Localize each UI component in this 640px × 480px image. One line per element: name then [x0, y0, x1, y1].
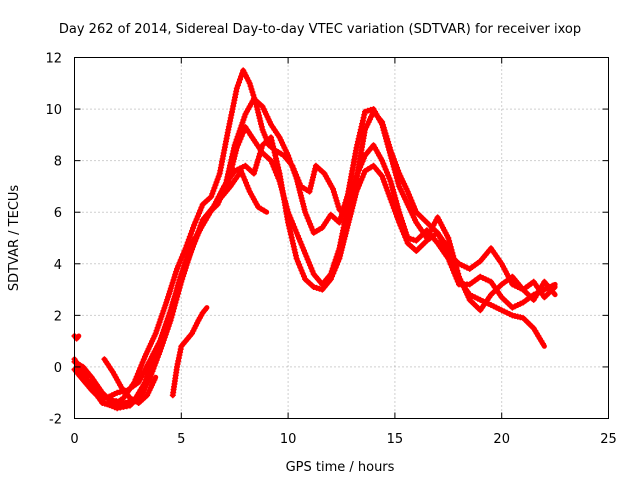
y-tick-labels: -2 0 2 4 6 8 10 12 [45, 52, 62, 428]
series-markers [169, 307, 208, 399]
y-tick-label: 2 [54, 309, 62, 324]
axis-ticks [74, 57, 609, 419]
x-tick-label: 10 [280, 432, 297, 447]
x-tick-label: 15 [387, 432, 404, 447]
x-tick-labels: 0 5 10 15 20 25 [70, 432, 616, 447]
series-track-8 [71, 333, 82, 342]
chart-title: Day 262 of 2014, Sidereal Day-to-day VTE… [59, 22, 581, 37]
series-group [71, 67, 558, 412]
series-track-5 [71, 168, 270, 409]
series-track-6 [169, 305, 210, 399]
x-tick-label: 5 [177, 432, 185, 447]
y-tick-label: 4 [54, 258, 62, 273]
y-axis-label: SDTVAR / TECUs [7, 185, 22, 292]
series-markers [71, 67, 556, 409]
series-line [74, 96, 558, 406]
y-tick-label: -2 [49, 413, 62, 428]
series-line [170, 305, 210, 398]
x-tick-label: 25 [600, 432, 617, 447]
y-tick-label: 10 [45, 103, 62, 118]
y-tick-label: 8 [54, 155, 62, 170]
x-tick-label: 20 [493, 432, 510, 447]
y-tick-label: 0 [54, 361, 62, 376]
y-tick-label: 6 [54, 206, 62, 221]
series-track-7 [101, 356, 159, 406]
y-tick-label: 12 [45, 52, 62, 67]
plot-frame [74, 57, 609, 419]
x-axis-label: GPS time / hours [286, 460, 395, 475]
series-markers [101, 356, 158, 406]
series-track-1 [71, 67, 558, 409]
x-tick-label: 0 [70, 432, 78, 447]
